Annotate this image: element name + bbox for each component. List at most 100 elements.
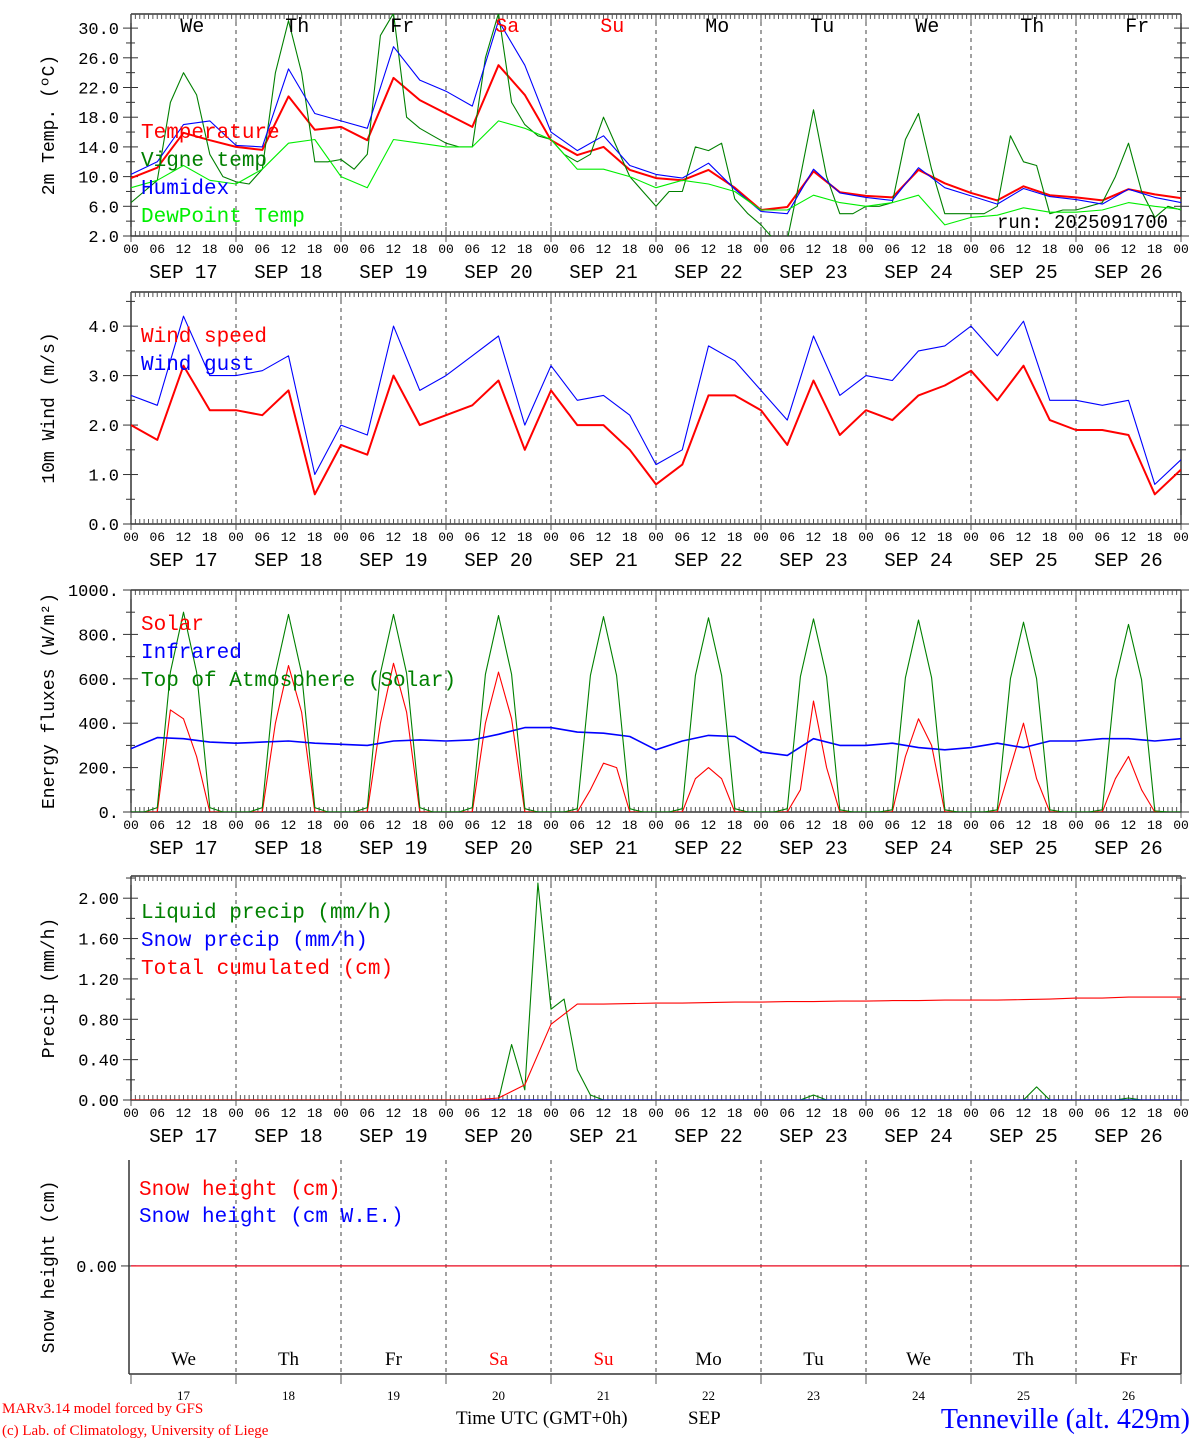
hour-label: 18 [937, 818, 953, 833]
date-label: SEP 18 [254, 550, 322, 572]
hour-label: 00 [963, 1106, 979, 1121]
day-number: 21 [597, 1388, 610, 1403]
hour-label: 06 [569, 242, 585, 257]
hour-label: 18 [307, 1106, 323, 1121]
hour-label: 00 [963, 242, 979, 257]
series-group [131, 315, 1181, 496]
hour-label: 18 [832, 530, 848, 545]
hour-label: 12 [491, 530, 507, 545]
hour-label: 06 [254, 242, 270, 257]
y-axis-title: Snow height (cm) [40, 1181, 60, 1354]
hour-label: 12 [281, 530, 297, 545]
y-tick-label: 1.0 [88, 468, 119, 487]
hour-label: 00 [123, 242, 139, 257]
hour-label: 00 [1068, 818, 1084, 833]
hour-label: 00 [1173, 530, 1189, 545]
hour-label: 12 [1016, 530, 1032, 545]
day-name-top: We [915, 16, 939, 39]
hour-label: 18 [307, 530, 323, 545]
day-name-top: Th [1020, 16, 1044, 39]
hour-label: 06 [674, 818, 690, 833]
hour-label: 18 [517, 530, 533, 545]
hour-label: 12 [911, 1106, 927, 1121]
hour-label: 06 [1094, 1106, 1110, 1121]
hour-label: 18 [1147, 242, 1163, 257]
hour-label: 12 [176, 818, 192, 833]
hour-label: 12 [491, 818, 507, 833]
hour-label: 12 [596, 530, 612, 545]
hour-label: 12 [386, 242, 402, 257]
day-name-bottom: We [171, 1349, 196, 1370]
series-line-infrared [131, 726, 1181, 757]
hour-label: 18 [622, 242, 638, 257]
day-number: 23 [807, 1388, 820, 1403]
legend-entry: Snow height (cm W.E.) [139, 1206, 404, 1229]
date-label: SEP 26 [1094, 550, 1162, 572]
day-number: 18 [282, 1388, 295, 1403]
hour-label: 06 [359, 818, 375, 833]
hour-label: 12 [1016, 1106, 1032, 1121]
hour-label: 00 [333, 242, 349, 257]
hour-label: 12 [911, 818, 927, 833]
legend-entry: Vigne temp [141, 150, 267, 173]
hour-label: 06 [149, 818, 165, 833]
hour-label: 00 [438, 242, 454, 257]
y-tick-label: 6.0 [88, 199, 119, 218]
series-line-dewpoint-temp [131, 120, 1181, 226]
series-line-wind-gust [131, 315, 1181, 485]
hour-label: 12 [806, 530, 822, 545]
y-tick-label: 18.0 [78, 110, 119, 129]
hour-label: 12 [176, 530, 192, 545]
hour-label: 00 [1173, 242, 1189, 257]
hour-label: 00 [1068, 530, 1084, 545]
hour-label: 06 [254, 1106, 270, 1121]
day-name-top: Fr [1125, 16, 1149, 39]
date-label: SEP 22 [674, 262, 742, 284]
hour-label: 06 [779, 818, 795, 833]
hour-label: 18 [202, 530, 218, 545]
day-name-top: Th [285, 16, 309, 39]
hour-label: 12 [176, 242, 192, 257]
legend-entry: Liquid precip (mm/h) [141, 902, 393, 925]
footer-copyright: (c) Lab. of Climatology, University of L… [2, 1423, 269, 1439]
hour-label: 18 [517, 1106, 533, 1121]
day-name-top: Fr [390, 16, 414, 39]
date-label: SEP 24 [884, 838, 952, 860]
hour-label: 06 [464, 1106, 480, 1121]
hour-label: 06 [569, 530, 585, 545]
day-name-top: We [180, 16, 204, 39]
date-label: SEP 24 [884, 262, 952, 284]
hour-label: 18 [1042, 818, 1058, 833]
hour-label: 06 [884, 242, 900, 257]
hour-label: 00 [1173, 1106, 1189, 1121]
series-line-top-of-atmosphere-solar [131, 611, 1181, 812]
hour-label: 18 [1147, 1106, 1163, 1121]
date-label: SEP 23 [779, 838, 847, 860]
hour-label: 18 [622, 818, 638, 833]
y-tick-label: 0.0 [88, 517, 119, 536]
hour-label: 06 [569, 818, 585, 833]
date-label: SEP 26 [1094, 1126, 1162, 1148]
hour-label: 00 [228, 530, 244, 545]
hour-label: 12 [806, 1106, 822, 1121]
series-line-wind-speed [131, 364, 1181, 496]
hour-label: 12 [176, 1106, 192, 1121]
date-label: SEP 20 [464, 838, 532, 860]
panel-3: 0.00 0.40 0.80 1.20 1.60 2.00 Precip (mm/h) 00 0… [40, 875, 1189, 1148]
hour-label: 06 [464, 818, 480, 833]
hour-label: 12 [596, 242, 612, 257]
hour-label: 18 [832, 242, 848, 257]
y-axis-title: 2m Temp. (ºC) [40, 55, 60, 195]
series-line-total-cumulated-cm [131, 996, 1181, 1100]
legend-entry: Total cumulated (cm) [141, 958, 393, 981]
hour-label: 18 [1042, 1106, 1058, 1121]
y-tick-label: 26.0 [78, 51, 119, 70]
hour-label: 06 [884, 530, 900, 545]
y-axis-title: 10m Wind (m/s) [40, 332, 60, 483]
hour-label: 12 [281, 242, 297, 257]
hour-label: 18 [1147, 530, 1163, 545]
hour-label: 18 [727, 818, 743, 833]
hour-label: 18 [517, 818, 533, 833]
hour-label: 00 [648, 242, 664, 257]
hour-label: 00 [648, 1106, 664, 1121]
